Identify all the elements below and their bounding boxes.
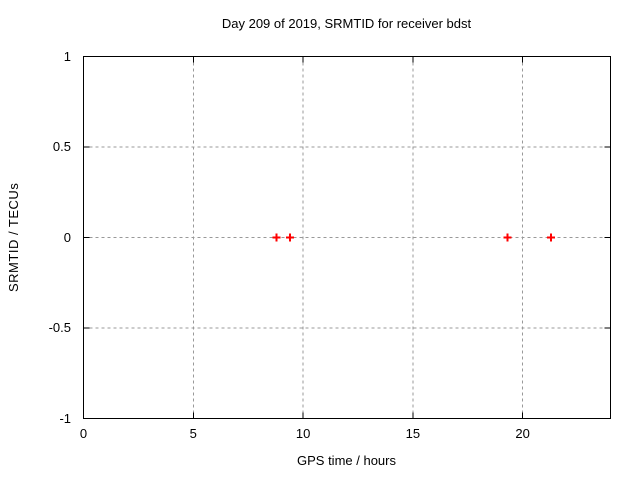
x-tick-label: 15 [405,426,421,441]
data-point-plus [272,233,281,242]
data-point-plus [285,233,294,242]
x-tick-label: 20 [515,426,530,441]
chart-title: Day 209 of 2019, SRMTID for receiver bds… [221,16,472,31]
x-tick-label: 5 [189,426,197,441]
data-point-plus [547,233,556,242]
data-point-plus [503,233,512,242]
y-tick-label: 1 [63,48,71,64]
x-tick-label: 10 [295,426,311,441]
y-tick-label: -1 [59,410,71,426]
x-tick-label: 0 [79,426,88,441]
y-tick-label: 0 [63,229,71,245]
y-tick-label: 0.5 [52,139,71,154]
x-axis-label: GPS time / hours [297,453,396,468]
y-tick-label: -0.5 [48,320,71,335]
